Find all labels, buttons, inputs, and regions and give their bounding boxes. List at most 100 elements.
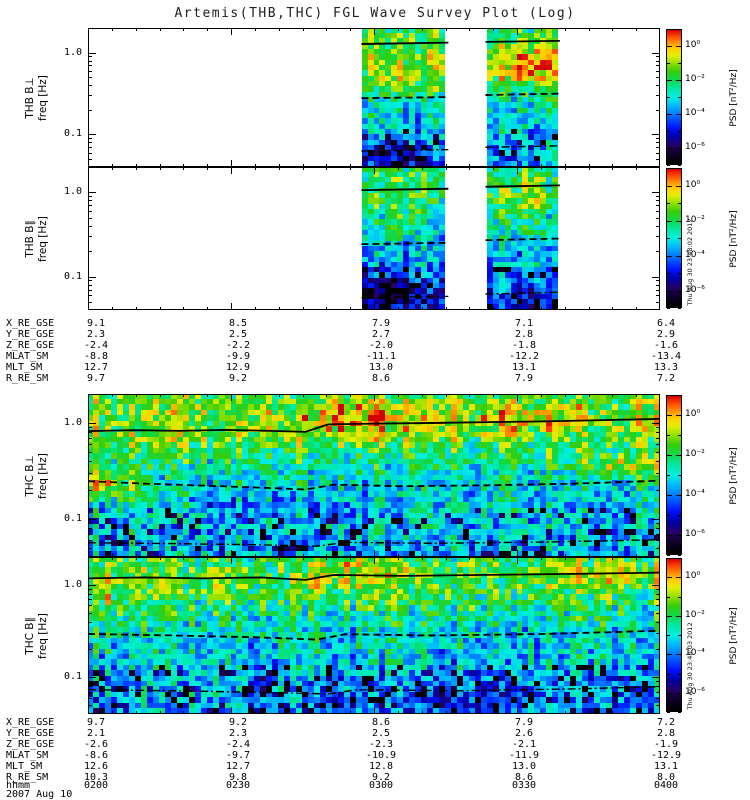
colorbar-tick-mark xyxy=(678,597,681,598)
plot-title: Artemis(THB,THC) FGL Wave Survey Plot (L… xyxy=(174,6,576,21)
colorbar-tick-label: 10⁻² xyxy=(685,610,705,620)
ephemeris-value: -1.9 xyxy=(653,739,679,750)
colorbar-tick-mark xyxy=(667,535,672,536)
ephemeris-value: 7.9 xyxy=(514,717,534,728)
time-axis-unit-label: hhmm xyxy=(6,780,31,791)
colorbar-tick-mark xyxy=(667,712,670,713)
colorbar-tick-mark xyxy=(676,495,681,496)
psd-axis-label: PSD [nT²/Hz] xyxy=(729,209,739,268)
creation-timestamp: Thu Aug 30 23:48:03 2012 xyxy=(686,622,694,710)
ephemeris-row-label: X_RE_GSE xyxy=(6,717,55,728)
colorbar-tick-label: 10⁻² xyxy=(685,215,705,225)
colorbar-tick-label: 10⁻² xyxy=(685,449,705,459)
colorbar-tick-mark xyxy=(667,308,670,309)
colorbar-tick-mark xyxy=(667,577,672,578)
psd-axis-label: PSD [nT²/Hz] xyxy=(729,446,739,505)
spectrogram-thc-bpar xyxy=(88,557,660,714)
colorbar-tick-mark xyxy=(678,475,681,476)
ephemeris-value: -1.6 xyxy=(653,340,679,351)
colorbar-tick-mark xyxy=(667,616,672,617)
colorbar-tick-mark xyxy=(667,63,670,64)
ephemeris-row-label: MLT_SM xyxy=(6,362,43,373)
colorbar-tick-mark xyxy=(667,597,670,598)
colorbar-tick-label: 10⁻⁴ xyxy=(685,648,705,658)
colorbar-tick-mark xyxy=(667,395,670,396)
time-tick-label: 0230 xyxy=(225,780,251,791)
ephemeris-row-label: MLT_SM xyxy=(6,761,43,772)
ephemeris-value: -10.9 xyxy=(365,750,397,761)
colorbar-tick-mark xyxy=(676,616,681,617)
spectrogram-thc-bperp xyxy=(88,394,660,557)
colorbar-tick-mark xyxy=(667,555,670,556)
ephemeris-value: 7.2 xyxy=(656,717,676,728)
ephemeris-value: -2.0 xyxy=(368,340,394,351)
y-axis-label-thb-bpar: THB B∥ freq [Hz] xyxy=(24,174,52,304)
ephemeris-value: 9.2 xyxy=(228,717,248,728)
freq-tick-label: 1.0 xyxy=(63,186,82,197)
ephemeris-row-label: MLAT_SM xyxy=(6,351,49,362)
y-axis-label-unit: freq [Hz] xyxy=(37,74,49,121)
colorbar-tick-mark xyxy=(667,97,670,98)
colorbar-tick-mark xyxy=(676,415,681,416)
ephemeris-value: 7.9 xyxy=(371,318,391,329)
ephemeris-value: 8.6 xyxy=(371,373,391,384)
ephemeris-row-label: Z_RE_GSE xyxy=(6,340,55,351)
ephemeris-value: 9.2 xyxy=(228,373,248,384)
y-axis-label-thc-bperp: THC B⊥ freq [Hz] xyxy=(24,411,52,541)
colorbar-tick-label: 10⁻⁴ xyxy=(685,250,705,260)
colorbar-tick-mark xyxy=(678,674,681,675)
colorbar-tick-mark xyxy=(667,46,672,47)
freq-tick-label: 0.1 xyxy=(63,271,82,282)
freq-tick-label: 1.0 xyxy=(63,47,82,58)
ephemeris-value: 2.5 xyxy=(228,329,248,340)
colorbar-tick-mark xyxy=(667,238,670,239)
ephemeris-value: 2.3 xyxy=(86,329,106,340)
ephemeris-value: -9.9 xyxy=(225,351,251,362)
colorbar-tick-label: 10⁻⁶ xyxy=(685,142,705,152)
time-tick-label: 0200 xyxy=(83,780,109,791)
time-tick-label: 0330 xyxy=(511,780,537,791)
ephemeris-value: 7.1 xyxy=(514,318,534,329)
ephemeris-value: -2.4 xyxy=(225,739,251,750)
ephemeris-value: -2.4 xyxy=(83,340,109,351)
freq-tick-label: 0.1 xyxy=(63,671,82,682)
colorbar-tick-label: 10⁰ xyxy=(685,40,701,50)
freq-tick-label: 1.0 xyxy=(63,579,82,590)
ephemeris-value: -1.8 xyxy=(511,340,537,351)
colorbar-tick-mark xyxy=(678,168,681,169)
colorbar-tick-mark xyxy=(678,97,681,98)
ephemeris-value: 7.2 xyxy=(656,373,676,384)
ephemeris-value: 9.7 xyxy=(86,717,106,728)
ephemeris-value: -12.9 xyxy=(650,750,682,761)
ephemeris-value: 13.1 xyxy=(511,362,537,373)
ephemeris-row-label: Y_RE_GSE xyxy=(6,329,55,340)
colorbar-tick-mark xyxy=(676,654,681,655)
colorbar-tick-mark xyxy=(678,435,681,436)
colorbar-tick-mark xyxy=(667,256,672,257)
y-axis-label-name: THC B∥ xyxy=(24,616,36,655)
ephemeris-row-label: R_RE_SM xyxy=(6,772,49,783)
colorbar-tick-mark xyxy=(667,29,670,30)
y-axis-label-unit: freq [Hz] xyxy=(37,612,49,659)
psd-axis-label: PSD [nT²/Hz] xyxy=(729,68,739,127)
colorbar-tick-mark xyxy=(667,221,672,222)
freq-tick-label: 0.1 xyxy=(63,513,82,524)
colorbar-tick-mark xyxy=(667,455,672,456)
colorbar-tick-mark xyxy=(667,635,670,636)
ephemeris-value: -2.1 xyxy=(511,739,537,750)
colorbar-tick-mark xyxy=(676,535,681,536)
ephemeris-value: -2.2 xyxy=(225,340,251,351)
ephemeris-value: 9.8 xyxy=(228,772,248,783)
y-axis-label-thc-bpar: THC B∥ freq [Hz] xyxy=(24,571,52,701)
colorbar-tick-mark xyxy=(667,168,670,169)
colorbar-tick-mark xyxy=(667,693,672,694)
ephemeris-value: 2.1 xyxy=(86,728,106,739)
colorbar-tick-mark xyxy=(667,435,670,436)
colorbar-tick-mark xyxy=(676,455,681,456)
ephemeris-value: 12.7 xyxy=(225,761,251,772)
colorbar-tick-mark xyxy=(676,148,681,149)
colorbar-tick-mark xyxy=(667,203,670,204)
ephemeris-value: 9.7 xyxy=(86,373,106,384)
ephemeris-value: 2.3 xyxy=(228,728,248,739)
ephemeris-value: -2.6 xyxy=(83,739,109,750)
